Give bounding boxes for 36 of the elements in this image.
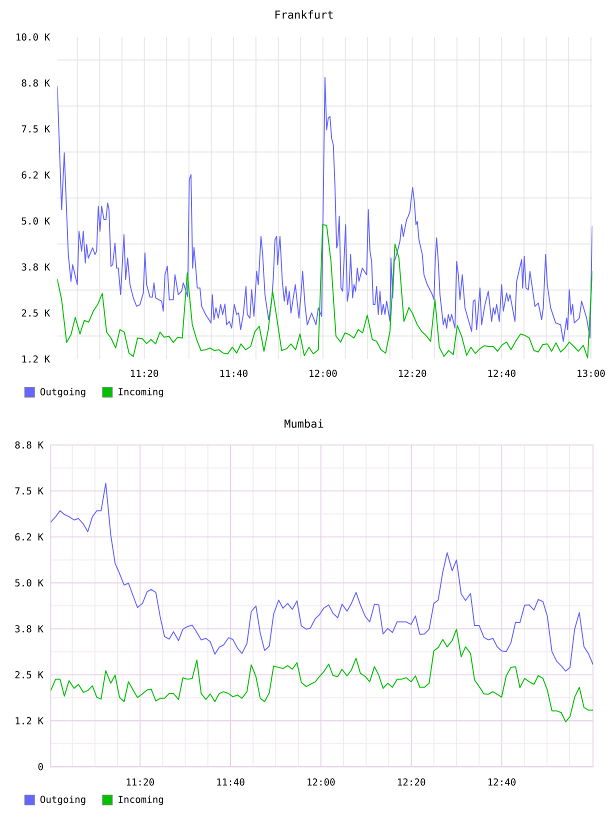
x-tick-label: 12:00 xyxy=(308,778,335,786)
x-tick-label: 12:20 xyxy=(399,370,426,377)
legend-label: Outgoing xyxy=(40,796,86,805)
y-tick-label: 8.8 K xyxy=(15,441,44,449)
y-tick-label: 1.2 K xyxy=(22,355,50,363)
line-series xyxy=(50,628,594,722)
x-tick-label: 12:40 xyxy=(488,370,516,377)
x-tick-label: 13:00 xyxy=(578,370,605,377)
x-tick-label: 11:40 xyxy=(217,778,244,786)
y-tick-label: 0 xyxy=(38,763,43,770)
y-tick-label: 5.0 K xyxy=(22,217,50,225)
y-tick-label: 2.5 K xyxy=(15,671,44,678)
y-tick-label: 10.0 K xyxy=(16,33,50,41)
y-tick-label: 1.2 K xyxy=(16,717,44,724)
y-tick-label: 6.2 K xyxy=(15,533,44,541)
y-tick-label: 5.0 K xyxy=(15,579,44,587)
chart-title: Frankfurt xyxy=(275,10,333,19)
y-tick-label: 8.8 K xyxy=(22,79,50,87)
y-tick-label: 2.5 K xyxy=(22,309,50,317)
x-tick-label: 12:40 xyxy=(488,778,516,786)
y-tick-label: 6.2 K xyxy=(22,171,50,179)
legend-label: Incoming xyxy=(118,388,164,398)
x-tick-label: 11:40 xyxy=(220,370,248,377)
y-tick-label: 7.5 K xyxy=(15,487,44,495)
legend-label: Incoming xyxy=(118,796,164,805)
y-tick-label: 3.8 K xyxy=(22,263,50,271)
y-tick-label: 7.5 K xyxy=(22,125,50,133)
x-tick-label: 11:20 xyxy=(131,370,158,377)
y-tick-label: 3.8 K xyxy=(15,625,44,632)
line-series xyxy=(57,224,592,358)
line-series xyxy=(57,76,592,342)
chart-title: Mumbai xyxy=(284,419,324,428)
x-tick-label: 11:20 xyxy=(126,778,154,786)
legend-label: Outgoing xyxy=(40,388,86,398)
x-tick-label: 12:20 xyxy=(398,778,426,786)
x-tick-label: 12:00 xyxy=(310,370,337,377)
